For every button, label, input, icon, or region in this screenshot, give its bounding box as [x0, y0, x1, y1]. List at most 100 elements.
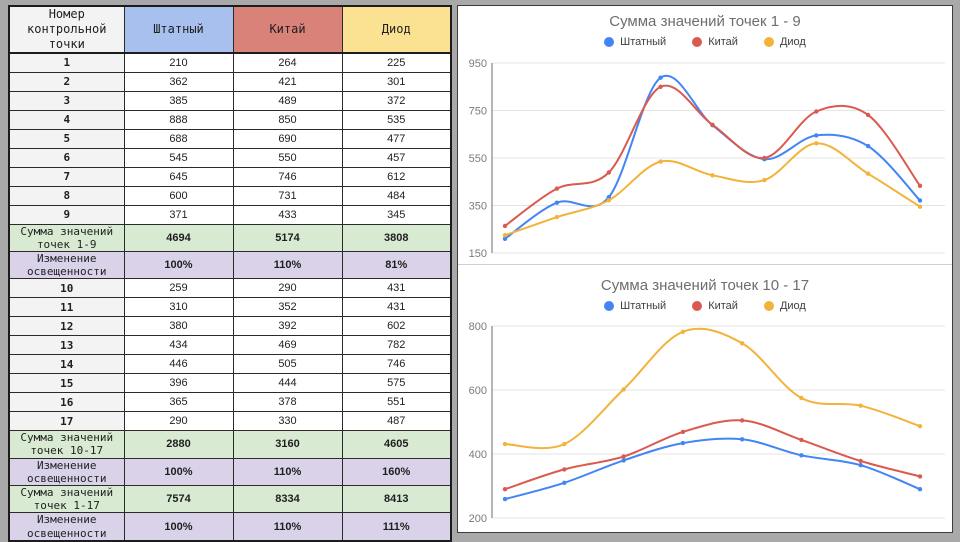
data-point — [710, 173, 715, 178]
row-label: 5 — [8, 128, 125, 149]
table-body: 1 210 264 225 2 362 421 301 3 385 489 372 4 888 850 535… — [8, 52, 452, 542]
data-point — [858, 463, 863, 468]
value-cell: 746 — [232, 166, 343, 187]
data-point — [799, 395, 804, 401]
value-cell: 444 — [232, 373, 343, 394]
value-cell: 457 — [341, 147, 452, 168]
value-cell: 535 — [341, 109, 452, 130]
value-cell: 225 — [341, 52, 452, 73]
data-point — [658, 75, 663, 80]
legend-dot-icon — [604, 301, 615, 311]
table-row: Сумма значений точек 10-17 2880 3160 4605 — [8, 430, 452, 459]
row-label: 16 — [8, 392, 125, 413]
data-point — [658, 159, 663, 164]
chart-plot: 950 750 550 350 150 — [469, 58, 945, 260]
table-row: 10 259 290 431 — [8, 278, 452, 299]
data-point — [814, 141, 819, 146]
value-cell: 380 — [123, 316, 234, 337]
table-row: Сумма значений точек 1-17 7574 8334 8413 — [8, 484, 452, 514]
data-point — [606, 170, 611, 175]
row-label: 3 — [8, 90, 125, 111]
data-point — [814, 133, 819, 138]
value-cell: 433 — [232, 204, 343, 225]
column-header: Китай — [232, 5, 343, 54]
chart-block: Сумма значений точек 1 - 9 Штатный Китай Д… — [458, 6, 952, 264]
data-point — [562, 467, 567, 472]
data-point — [680, 329, 686, 334]
data-point — [858, 403, 863, 408]
value-cell: 746 — [341, 354, 452, 375]
value-cell: 850 — [232, 109, 343, 130]
value-cell: 484 — [341, 185, 452, 206]
value-cell: 81% — [341, 250, 452, 280]
value-cell: 290 — [123, 411, 234, 432]
data-point — [621, 454, 626, 459]
value-cell: 378 — [232, 392, 343, 413]
table-row: 8 600 731 484 — [8, 185, 452, 206]
value-cell: 612 — [341, 166, 452, 187]
row-label: 14 — [8, 354, 125, 375]
y-tick-label: 600 — [469, 385, 487, 397]
data-point — [502, 233, 508, 238]
value-cell: 100% — [123, 250, 234, 280]
value-cell: 330 — [232, 411, 343, 432]
data-point — [917, 198, 923, 203]
legend-label: Штатный — [620, 300, 667, 312]
legend-item: Штатный — [604, 300, 666, 312]
data-point — [554, 186, 560, 191]
data-point — [739, 418, 745, 423]
row-label: 1 — [8, 52, 125, 73]
chart-title: Сумма значений точек 10 - 17 — [600, 277, 810, 294]
table-row: 6 545 550 457 — [8, 147, 452, 168]
data-point — [917, 487, 923, 492]
y-tick-label: 950 — [469, 58, 487, 70]
value-cell: 477 — [341, 128, 452, 149]
data-point — [858, 458, 863, 464]
table-row: 17 290 330 487 — [8, 411, 452, 432]
table-row: Сумма значений точек 1-9 4694 5174 3808 — [8, 223, 452, 252]
row-label: 2 — [8, 71, 125, 92]
table-row: Изменение освещенности 100% 110% 160% — [8, 457, 452, 487]
data-point — [680, 440, 686, 446]
value-cell: 100% — [123, 512, 234, 542]
data-point — [606, 195, 611, 200]
value-cell: 111% — [341, 512, 452, 542]
value-cell: 888 — [123, 109, 234, 130]
column-header: Диод — [341, 5, 452, 54]
value-cell: 110% — [232, 457, 343, 487]
table-row: 5 688 690 477 — [8, 128, 452, 149]
value-cell: 3160 — [232, 430, 343, 459]
data-point — [502, 441, 508, 447]
legend-item: Диод — [763, 300, 806, 312]
value-cell: 264 — [232, 52, 343, 73]
data-point — [710, 122, 715, 128]
value-cell: 7574 — [123, 484, 234, 514]
table-row: 15 396 444 575 — [8, 373, 452, 394]
data-point — [502, 223, 508, 229]
value-cell: 489 — [232, 90, 343, 111]
legend-item: Диод — [763, 36, 806, 48]
data-point — [562, 441, 567, 447]
value-cell: 645 — [123, 166, 234, 187]
legend-label: Диод — [779, 36, 806, 48]
value-cell: 259 — [123, 278, 234, 299]
data-point — [917, 183, 923, 188]
data-point — [739, 341, 745, 346]
value-cell: 469 — [232, 335, 343, 356]
table-row: 16 365 378 551 — [8, 392, 452, 413]
value-cell: 160% — [341, 457, 452, 487]
y-tick-label: 150 — [469, 248, 487, 260]
value-cell: 100% — [123, 457, 234, 487]
data-point — [917, 424, 923, 429]
series-line — [504, 84, 921, 227]
value-cell: 434 — [123, 335, 234, 356]
value-cell: 362 — [123, 71, 234, 92]
legend-item: Китай — [692, 300, 738, 312]
value-cell: 688 — [123, 128, 234, 149]
table-row: 14 446 505 746 — [8, 354, 452, 375]
data-point — [762, 177, 767, 183]
y-tick-label: 750 — [469, 106, 487, 118]
value-cell: 290 — [232, 278, 343, 299]
row-label: 4 — [8, 109, 125, 130]
